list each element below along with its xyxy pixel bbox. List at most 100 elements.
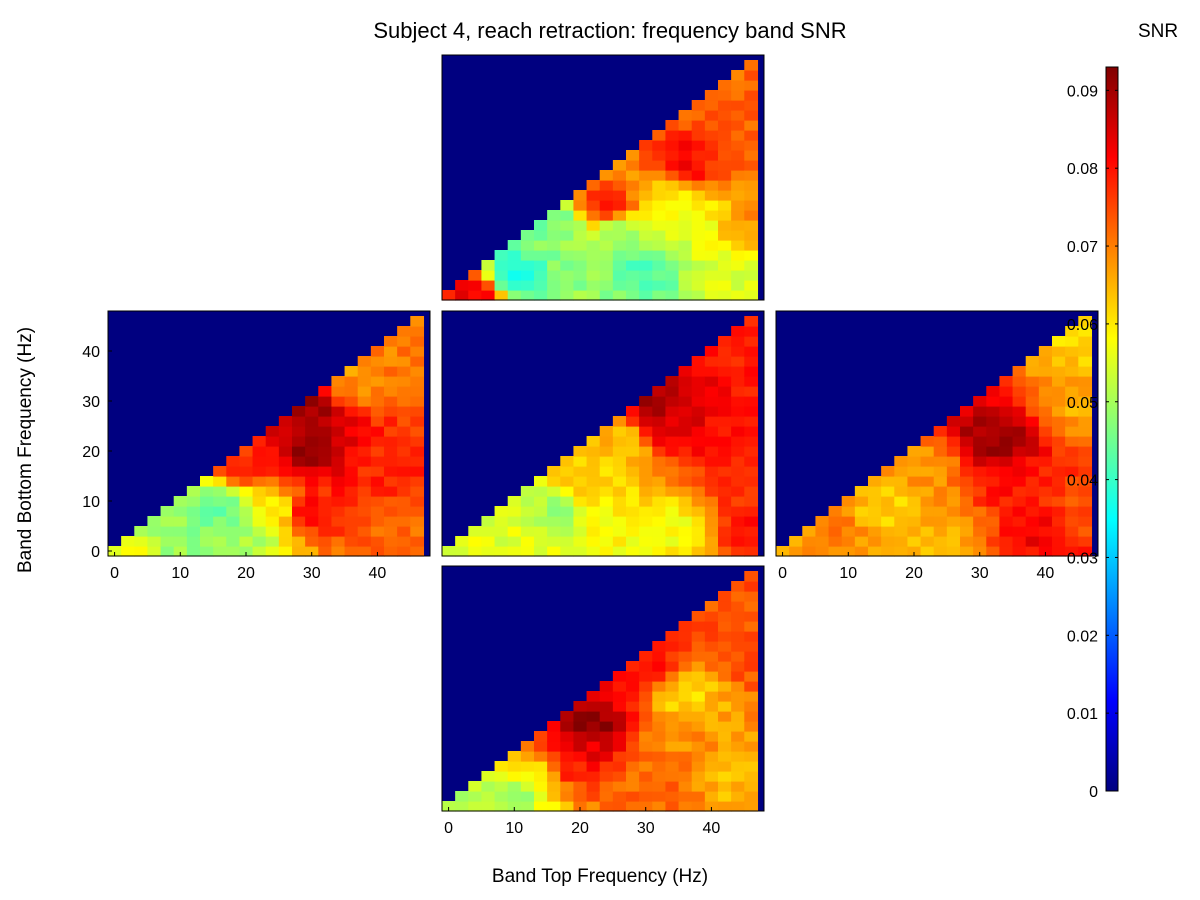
- heatmap-cell: [986, 406, 1001, 417]
- heatmap-cell: [599, 496, 614, 507]
- heatmap-cell: [691, 526, 706, 537]
- heatmap-cell: [999, 546, 1014, 557]
- heatmap-cell: [946, 506, 961, 517]
- heatmap-cell: [252, 546, 267, 557]
- heatmap-cell: [1012, 436, 1027, 447]
- heatmap-cell: [652, 456, 667, 467]
- heatmap-cell: [534, 486, 548, 497]
- heatmap-cell: [678, 250, 693, 261]
- heatmap-cell: [370, 406, 385, 417]
- heatmap-cell: [678, 681, 693, 692]
- heatmap-cell: [1052, 516, 1066, 527]
- heatmap-cell: [305, 506, 319, 517]
- heatmap-cell: [704, 701, 719, 712]
- heatmap-cell: [652, 280, 667, 291]
- heatmap-cell: [665, 496, 680, 507]
- heatmap-cell: [507, 496, 522, 507]
- heatmap-cell: [1078, 496, 1093, 507]
- heatmap-cell: [481, 280, 496, 291]
- heatmap-cell: [599, 771, 614, 782]
- heatmap-cell: [599, 681, 614, 692]
- heatmap-cell: [370, 466, 385, 477]
- heatmap-cell: [639, 671, 653, 682]
- heatmap-cell: [626, 250, 640, 261]
- heatmap-cell: [652, 426, 667, 437]
- heatmap-cell: [718, 240, 732, 251]
- heatmap-cell: [547, 781, 561, 792]
- heatmap-cell: [718, 751, 732, 762]
- heatmap-cell: [652, 240, 667, 251]
- heatmap-cell: [410, 416, 425, 427]
- heatmap-cell: [626, 546, 640, 557]
- heatmap-cell: [507, 260, 522, 271]
- heatmap-cell: [494, 526, 509, 537]
- heatmap-cell: [744, 316, 759, 327]
- heatmap-cell: [612, 801, 627, 812]
- heatmap-cell: [626, 190, 640, 201]
- heatmap-cell: [665, 751, 680, 762]
- heatmap-cell: [1025, 476, 1040, 487]
- heatmap-cell: [894, 506, 909, 517]
- heatmap-cell: [573, 496, 588, 507]
- heatmap-cell: [678, 671, 693, 682]
- heatmap-cell: [704, 190, 719, 201]
- heatmap-cell: [599, 526, 614, 537]
- heatmap-cell: [626, 671, 640, 682]
- heatmap-cell: [331, 546, 346, 557]
- heatmap-cell: [520, 741, 535, 752]
- heatmap-cell: [691, 200, 706, 211]
- heatmap-cell: [1065, 416, 1079, 427]
- heatmap-cell: [933, 526, 948, 537]
- heatmap-cell: [534, 220, 548, 231]
- heatmap-cell: [973, 536, 987, 547]
- heatmap-cell: [357, 516, 372, 527]
- heatmap-cell: [397, 366, 411, 377]
- heatmap-cell: [573, 260, 588, 271]
- heatmap-cell: [318, 406, 333, 417]
- colorbar-tick-label: 0.02: [1067, 628, 1098, 645]
- heatmap-cell: [652, 771, 667, 782]
- heatmap-cell: [973, 436, 987, 447]
- heatmap-cell: [744, 376, 759, 387]
- heatmap-cell: [278, 476, 293, 487]
- heatmap-cell: [907, 446, 922, 457]
- heatmap-cell: [881, 526, 895, 537]
- heatmap-cell: [599, 731, 614, 742]
- heatmap-cell: [704, 751, 719, 762]
- heatmap-cell: [868, 496, 882, 507]
- heatmap-cell: [481, 536, 496, 547]
- y-tick-label: 0: [91, 544, 100, 561]
- heatmap-cell: [265, 436, 280, 447]
- heatmap-cell: [507, 270, 522, 281]
- heatmap-cell: [1078, 356, 1093, 367]
- heatmap-cell: [678, 506, 693, 517]
- heatmap-cell: [652, 170, 667, 181]
- heatmap-cell: [370, 396, 385, 407]
- heatmap-cell: [494, 270, 509, 281]
- heatmap-cell: [397, 426, 411, 437]
- heatmap-cell: [691, 426, 706, 437]
- heatmap-cell: [691, 110, 706, 121]
- heatmap-cell: [691, 536, 706, 547]
- heatmap-cell: [560, 200, 575, 211]
- heatmap-cell: [933, 486, 948, 497]
- heatmap-cell: [626, 446, 640, 457]
- heatmap-cell: [134, 536, 149, 547]
- heatmap-cell: [612, 516, 627, 527]
- heatmap-cell: [920, 546, 935, 557]
- panel-center-frame: [441, 310, 765, 557]
- heatmap-cell: [200, 546, 214, 557]
- heatmap-cell: [894, 526, 909, 537]
- heatmap-cell: [1078, 346, 1093, 357]
- heatmap-cell: [344, 536, 359, 547]
- heatmap-cell: [718, 386, 732, 397]
- heatmap-cell: [1078, 316, 1093, 327]
- heatmap-cell: [331, 426, 346, 437]
- heatmap-cell: [384, 546, 398, 557]
- heatmap-cell: [534, 270, 548, 281]
- heatmap-cell: [744, 651, 759, 662]
- heatmap-cell: [1025, 456, 1040, 467]
- heatmap-cell: [547, 731, 561, 742]
- heatmap-cell: [357, 536, 372, 547]
- heatmap-cell: [560, 801, 575, 812]
